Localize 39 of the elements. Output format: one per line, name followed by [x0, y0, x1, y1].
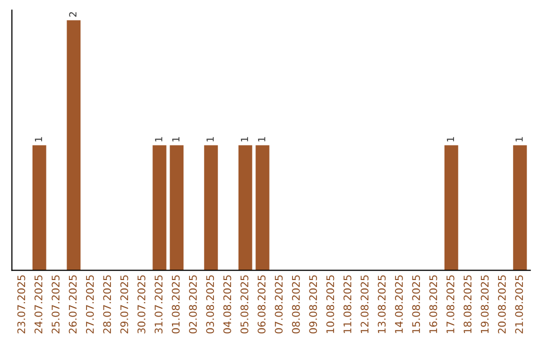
x-tick-label: 15.08.2025	[412, 275, 420, 333]
x-tick-label: 28.07.2025	[103, 275, 112, 334]
x-tick-label: 26.07.2025	[68, 275, 77, 334]
x-tick-label: 13.08.2025	[378, 275, 386, 333]
data-label: 2	[69, 12, 76, 17]
x-tick-label: 03.08.2025	[206, 275, 214, 334]
x-tick-label: 17.08.2025	[446, 275, 454, 333]
x-tick-label: 05.08.2025	[240, 275, 248, 334]
x-tick-label: 01.08.2025	[172, 275, 180, 334]
x-tick-label: 12.08.2025	[360, 275, 369, 333]
x-tick-label: 11.08.2025	[343, 275, 352, 333]
x-tick-label: 14.08.2025	[394, 275, 403, 333]
x-tick-label: 20.08.2025	[498, 275, 506, 334]
x-tick-label: 25.07.2025	[52, 275, 60, 334]
data-label: 1	[34, 137, 42, 142]
x-tick-label: 08.08.2025	[292, 275, 300, 334]
data-label: 1	[516, 137, 523, 142]
x-tick-label: 19.08.2025	[480, 275, 489, 333]
x-tick-label: 09.08.2025	[309, 275, 318, 334]
data-label: 1	[240, 137, 248, 142]
x-tick-label: 06.08.2025	[258, 275, 266, 334]
x-tick-label: 30.07.2025	[137, 275, 146, 334]
x-tick-label: 10.08.2025	[326, 275, 334, 333]
data-label: 1	[258, 137, 266, 142]
data-label: 1	[155, 137, 162, 142]
x-tick-label: 18.08.2025	[464, 275, 472, 333]
x-tick-label: 24.07.2025	[34, 275, 42, 334]
x-tick-label: 31.07.2025	[154, 275, 163, 334]
data-label: 1	[206, 137, 214, 142]
x-tick-label: 02.08.2025	[188, 275, 197, 334]
data-label: 1	[446, 137, 454, 142]
x-tick-label: 23.07.2025	[17, 275, 26, 334]
x-tick-label: 04.08.2025	[223, 275, 232, 334]
x-tick-label: 07.08.2025	[274, 275, 283, 334]
x-tick-label: 27.07.2025	[86, 275, 94, 334]
x-tick-label: 29.07.2025	[120, 275, 128, 334]
data-label: 1	[172, 137, 180, 142]
x-tick-label: 16.08.2025	[429, 275, 438, 333]
x-tick-label: 21.08.2025	[515, 275, 524, 334]
